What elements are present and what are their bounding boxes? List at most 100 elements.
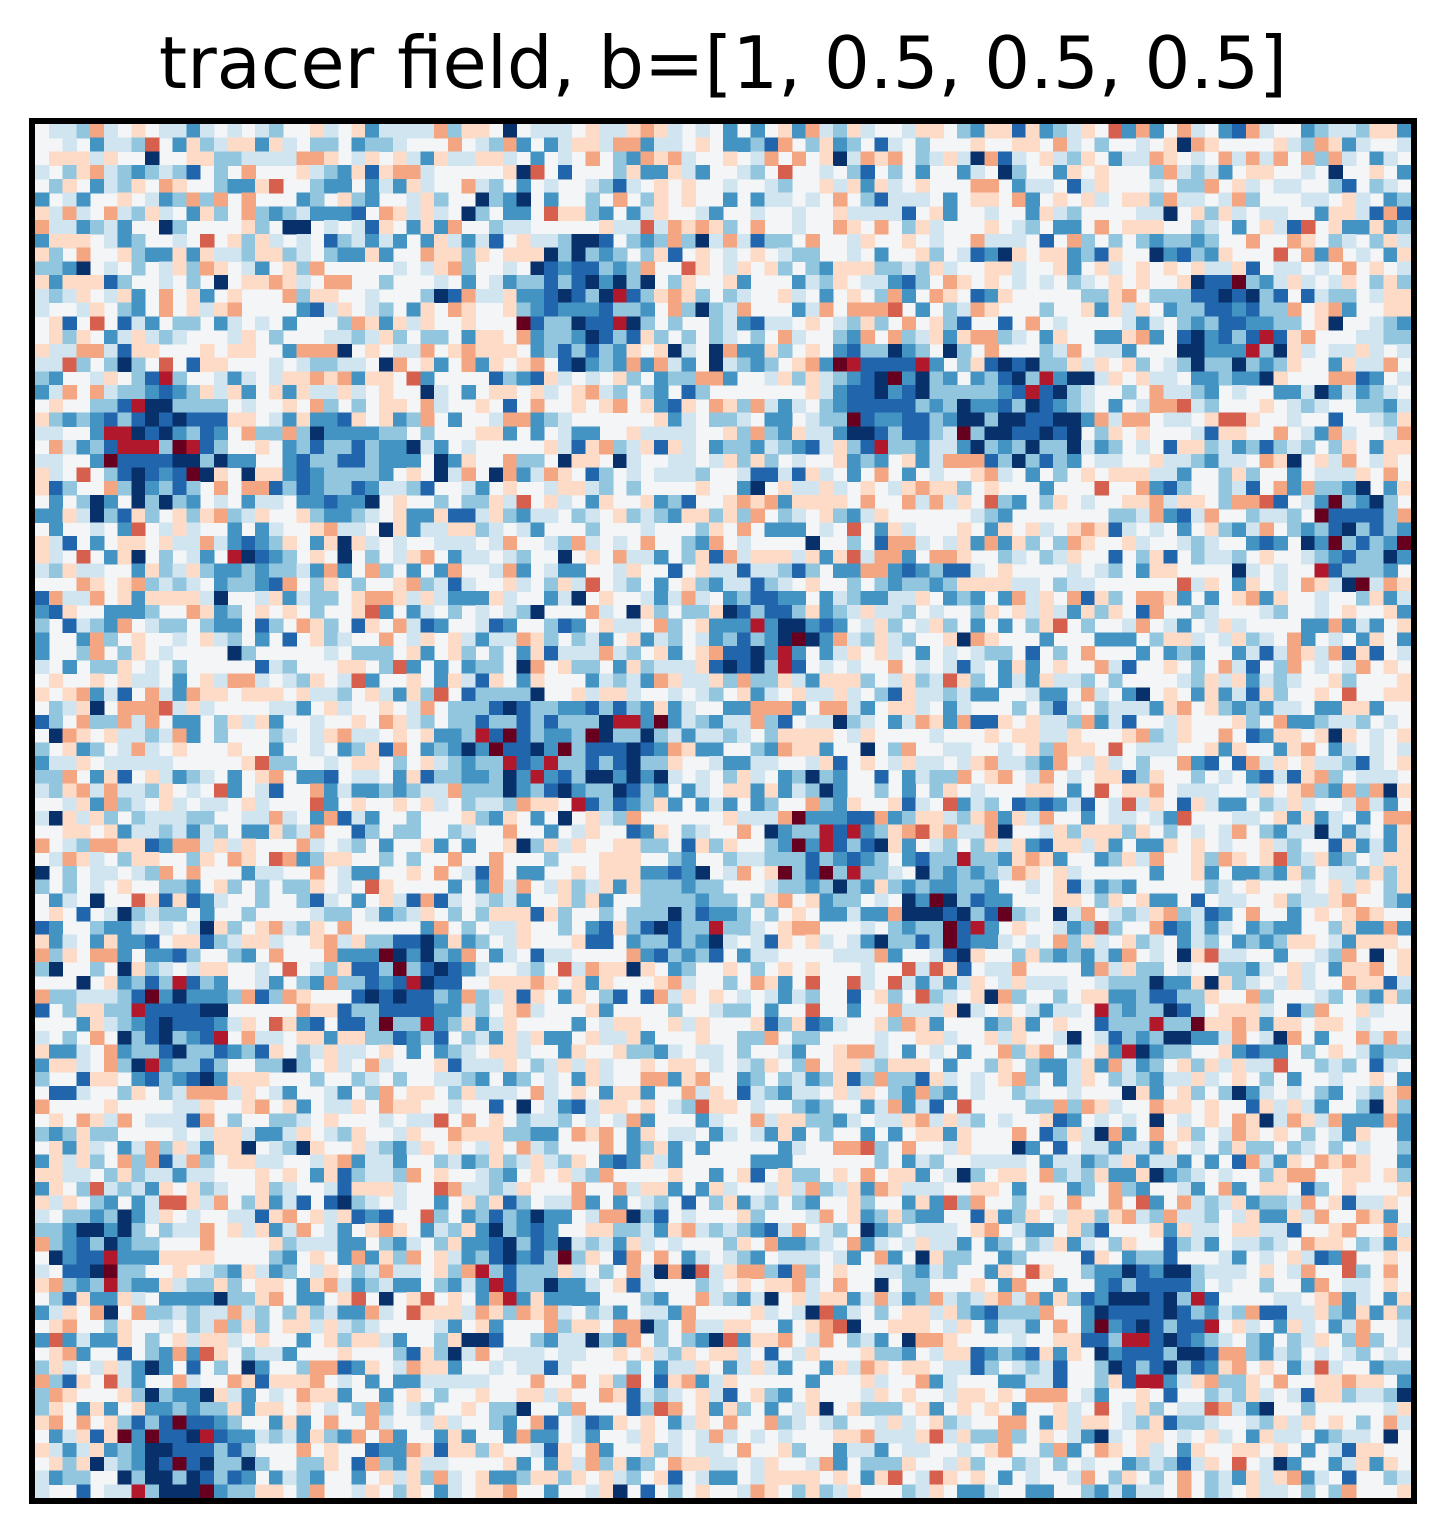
heatmap-cell xyxy=(764,440,779,455)
heatmap-cell xyxy=(131,975,146,991)
heatmap-cell xyxy=(1149,467,1164,482)
heatmap-cell xyxy=(750,467,765,482)
heatmap-cell xyxy=(901,783,917,798)
heatmap-cell xyxy=(860,632,875,647)
heatmap-cell xyxy=(76,508,91,524)
heatmap-cell xyxy=(695,934,710,949)
heatmap-cell xyxy=(1067,385,1082,400)
heatmap-cell xyxy=(351,769,366,785)
heatmap-cell xyxy=(915,343,930,359)
heatmap-cell xyxy=(819,357,834,372)
heatmap-cell xyxy=(846,165,862,180)
heatmap-cell xyxy=(970,948,986,963)
heatmap-cell xyxy=(158,879,174,895)
heatmap-cell xyxy=(1300,893,1316,908)
heatmap-cell xyxy=(1273,302,1288,317)
heatmap-cell xyxy=(48,673,64,688)
heatmap-cell xyxy=(833,343,848,359)
heatmap-cell xyxy=(915,852,930,867)
heatmap-cell xyxy=(172,687,187,702)
heatmap-cell xyxy=(901,233,917,249)
heatmap-cell xyxy=(571,247,586,262)
heatmap-cell xyxy=(131,646,146,661)
heatmap-cell xyxy=(846,673,862,688)
heatmap-cell xyxy=(502,261,518,276)
heatmap-cell xyxy=(901,604,917,620)
heatmap-cell xyxy=(1204,206,1219,221)
heatmap-cell xyxy=(860,865,875,881)
heatmap-cell xyxy=(1287,1003,1302,1018)
heatmap-cell xyxy=(585,343,600,359)
heatmap-cell xyxy=(723,604,738,620)
heatmap-cell xyxy=(626,549,642,565)
heatmap-cell xyxy=(1025,440,1041,455)
heatmap-cell xyxy=(227,714,242,730)
heatmap-cell xyxy=(434,948,449,963)
heatmap-cell xyxy=(502,481,518,496)
heatmap-cell xyxy=(557,907,573,922)
heatmap-cell xyxy=(833,591,848,606)
heatmap-cell xyxy=(860,563,875,579)
heatmap-cell xyxy=(723,220,738,235)
heatmap-cell xyxy=(1204,536,1219,551)
heatmap-cell xyxy=(296,412,311,427)
heatmap-cell xyxy=(131,604,146,620)
heatmap-cell xyxy=(1300,577,1316,592)
heatmap-cell xyxy=(984,261,999,276)
heatmap-cell xyxy=(1177,330,1192,345)
heatmap-cell xyxy=(1163,975,1178,991)
heatmap-cell xyxy=(571,962,586,977)
heatmap-cell xyxy=(145,206,160,221)
heatmap-cell xyxy=(296,1003,311,1018)
heatmap-cell xyxy=(227,618,242,633)
heatmap-cell xyxy=(681,865,697,881)
heatmap-cell xyxy=(502,604,518,620)
heatmap-cell xyxy=(667,494,683,510)
heatmap-cell xyxy=(158,330,174,345)
heatmap-cell xyxy=(461,206,476,221)
heatmap-cell xyxy=(475,398,490,414)
heatmap-cell xyxy=(1011,371,1027,386)
heatmap-cell xyxy=(915,1030,930,1046)
heatmap-cell xyxy=(351,522,366,537)
heatmap-cell xyxy=(544,701,559,716)
heatmap-cell xyxy=(874,302,889,317)
heatmap-cell xyxy=(117,316,132,331)
heatmap-cell xyxy=(805,618,820,633)
heatmap-cell xyxy=(323,1003,339,1018)
heatmap-cell xyxy=(1314,453,1330,469)
heatmap-cell xyxy=(1080,178,1096,194)
heatmap-cell xyxy=(1259,728,1274,743)
heatmap-cell xyxy=(1300,247,1316,262)
heatmap-cell xyxy=(709,742,724,757)
heatmap-cell xyxy=(929,261,944,276)
heatmap-cell xyxy=(984,481,999,496)
heatmap-cell xyxy=(200,1017,215,1032)
heatmap-cell xyxy=(475,1003,490,1018)
heatmap-cell xyxy=(1177,673,1192,688)
heatmap-cell xyxy=(365,316,380,331)
heatmap-cell xyxy=(998,508,1013,524)
heatmap-cell xyxy=(186,948,201,963)
heatmap-cell xyxy=(241,508,256,524)
heatmap-cell xyxy=(530,426,545,441)
heatmap-cell xyxy=(90,591,105,606)
heatmap-cell xyxy=(1039,151,1054,166)
heatmap-cell xyxy=(901,687,917,702)
heatmap-cell xyxy=(1177,357,1192,372)
heatmap-cell xyxy=(35,247,50,262)
heatmap-cell xyxy=(667,756,683,771)
heatmap-cell xyxy=(255,714,270,730)
heatmap-cell xyxy=(640,604,655,620)
heatmap-cell xyxy=(1135,426,1151,441)
heatmap-cell xyxy=(1397,811,1411,826)
heatmap-cell xyxy=(1397,412,1411,427)
heatmap-cell xyxy=(1355,879,1371,895)
heatmap-cell xyxy=(585,714,600,730)
heatmap-cell xyxy=(475,742,490,757)
heatmap-cell xyxy=(186,838,201,853)
heatmap-cell xyxy=(1273,288,1288,304)
heatmap-cell xyxy=(337,206,353,221)
heatmap-cell xyxy=(1122,783,1137,798)
heatmap-cell xyxy=(117,343,132,359)
